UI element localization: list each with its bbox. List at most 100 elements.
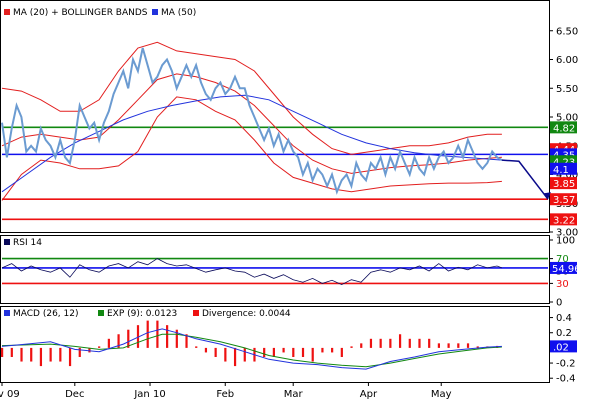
legend-swatch-bollinger	[4, 9, 10, 15]
macd-legend: MACD (26, 12) EXP (9): 0.0123 Divergence…	[4, 309, 291, 319]
divergence-bar	[263, 347, 266, 357]
divergence-bar	[214, 347, 217, 357]
xtick-label: May	[431, 389, 452, 400]
legend-label-divergence: Divergence: 0.0044	[202, 309, 291, 319]
rsi-value-badge	[550, 261, 577, 274]
divergence-bar	[272, 347, 275, 357]
divergence-bar	[204, 347, 208, 353]
divergence-bar	[292, 347, 295, 357]
divergence-bar	[107, 338, 110, 348]
divergence-bar	[389, 338, 392, 348]
price-ytick-label: 5.50	[556, 84, 578, 95]
rsi-ytick-label: 30	[556, 279, 569, 290]
legend-swatch-rsi	[4, 239, 10, 245]
divergence-bar	[156, 320, 159, 348]
price-ytick-label: 5.00	[556, 113, 578, 124]
divergence-bar	[88, 347, 91, 353]
divergence-bar	[282, 347, 285, 353]
ma50-line	[1, 94, 502, 193]
projection-arrow-line	[501, 159, 549, 200]
macd-signal-line	[1, 333, 502, 368]
price-value-badge-label: 3.22	[553, 215, 575, 226]
divergence-bar	[185, 334, 188, 348]
divergence-bar	[224, 347, 227, 362]
divergence-bar	[49, 347, 52, 362]
divergence-bar	[243, 347, 246, 362]
divergence-bar	[136, 325, 140, 348]
divergence-bar	[350, 346, 353, 348]
divergence-bar	[30, 347, 33, 362]
legend-label-ma50: MA (50)	[161, 8, 196, 18]
xtick-label: Feb	[216, 389, 234, 400]
bollinger-upper-line	[1, 41, 502, 155]
macd-ytick-label: -0.2	[556, 359, 576, 370]
projection-arrow-head	[544, 192, 551, 200]
divergence-bar	[321, 347, 324, 353]
price-value-badge	[550, 193, 577, 206]
macd-value-badge-label: .02	[553, 342, 569, 353]
macd-ytick-label: 0.2	[556, 328, 572, 339]
macd-ytick-label: -0.4	[556, 374, 576, 385]
legend-label-macd: MACD (26, 12)	[13, 309, 79, 319]
divergence-bar	[379, 338, 382, 348]
price-value-badge-label: 3.85	[553, 179, 575, 190]
divergence-bar	[68, 347, 72, 367]
legend-swatch-exp	[98, 310, 104, 316]
divergence-bar	[146, 320, 149, 348]
divergence-bar	[311, 347, 314, 362]
rsi-ytick-label: 0	[556, 298, 562, 309]
divergence-bar	[78, 347, 81, 357]
divergence-bar	[331, 347, 334, 353]
divergence-bar	[457, 343, 460, 348]
price-panel-frame	[0, 0, 550, 233]
divergence-bar	[466, 343, 470, 348]
divergence-bar	[98, 346, 101, 348]
divergence-bar	[340, 347, 343, 357]
rsi-panel-frame	[0, 235, 550, 304]
price-value-badge	[550, 121, 577, 134]
price-value-badge	[550, 177, 577, 190]
divergence-bar	[437, 343, 440, 348]
rsi-panel: 100705030054.96	[1, 236, 581, 309]
divergence-bar	[369, 338, 373, 348]
price-ytick-label: 6.50	[556, 26, 578, 37]
divergence-bar	[39, 347, 43, 367]
price-value-badge-label: 4.82	[553, 123, 575, 134]
rsi-value-badge-label: 54.96	[552, 264, 581, 275]
legend-label-rsi: RSI 14	[13, 238, 42, 248]
divergence-bar	[301, 347, 305, 357]
divergence-bar	[195, 346, 198, 348]
legend-swatch-macd	[4, 310, 10, 316]
divergence-bar	[127, 329, 130, 348]
xtick-label: Apr	[360, 389, 378, 400]
legend-label-bollinger: MA (20) + BOLLINGER BANDS	[13, 8, 148, 18]
xtick-label: Dec	[65, 389, 84, 400]
macd-ytick-label: 0.4	[556, 313, 572, 324]
divergence-bar	[360, 343, 363, 348]
divergence-bar	[117, 334, 120, 348]
divergence-bar	[447, 343, 450, 348]
divergence-bar	[476, 346, 479, 348]
divergence-bar	[233, 347, 237, 367]
price-value-badge-label: 4.1	[553, 165, 569, 176]
ma20-line	[1, 73, 502, 174]
price-value-badge	[550, 213, 577, 226]
price-ytick-label: 6.00	[556, 55, 578, 66]
divergence-bar	[10, 347, 13, 357]
divergence-bar	[175, 329, 178, 348]
bollinger-lower-line	[1, 96, 502, 201]
divergence-bar	[1, 347, 4, 357]
divergence-bar	[20, 347, 23, 362]
divergence-bar	[428, 338, 431, 348]
macd-panel: 0.40.20.0-0.2-0.4.02	[1, 313, 577, 385]
xtick-label: Nov 09	[0, 389, 20, 400]
divergence-bar	[59, 347, 62, 362]
x-axis: Nov 09 Dec Jan 10 Feb Mar Apr May	[0, 382, 452, 400]
price-ytick-label: 4.00	[556, 170, 578, 181]
divergence-bar	[166, 325, 169, 348]
macd-value-badge	[550, 340, 577, 353]
rsi-ytick-label: 100	[556, 236, 575, 247]
price-panel: 6.506.005.505.004.504.003.503.004.824.44…	[1, 26, 578, 239]
price-value-badge-label: 3.57	[553, 195, 575, 206]
